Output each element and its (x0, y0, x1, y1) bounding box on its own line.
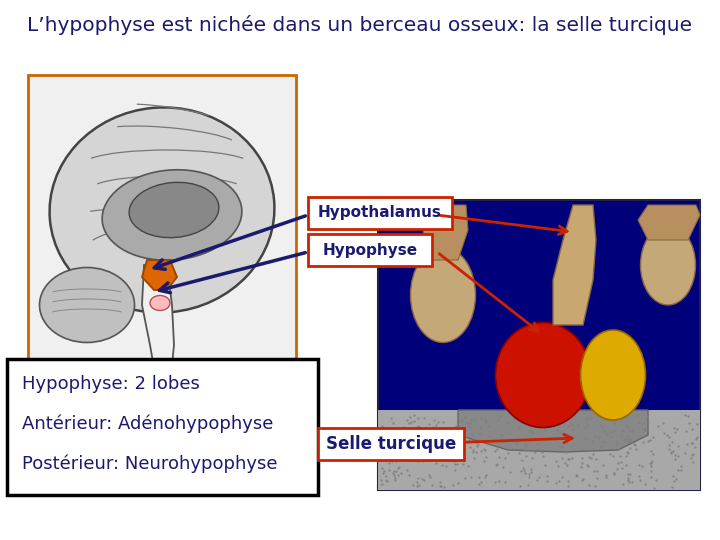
FancyBboxPatch shape (378, 200, 700, 490)
Ellipse shape (495, 322, 590, 428)
Polygon shape (142, 265, 174, 385)
FancyBboxPatch shape (378, 410, 700, 490)
Ellipse shape (580, 330, 646, 420)
Polygon shape (638, 205, 700, 240)
Text: Hypothalamus: Hypothalamus (318, 206, 442, 220)
Text: Antérieur: Adénohypophyse: Antérieur: Adénohypophyse (22, 415, 274, 433)
Text: Hypophyse: 2 lobes: Hypophyse: 2 lobes (22, 375, 200, 393)
Text: Postérieur: Neurohypophyse: Postérieur: Neurohypophyse (22, 455, 277, 473)
Ellipse shape (150, 295, 170, 310)
Ellipse shape (641, 225, 696, 305)
Polygon shape (423, 205, 468, 260)
Text: Hypophyse: Hypophyse (323, 242, 418, 258)
Ellipse shape (410, 247, 475, 342)
Polygon shape (458, 410, 648, 452)
Polygon shape (142, 260, 177, 290)
FancyBboxPatch shape (7, 359, 318, 495)
Ellipse shape (102, 170, 242, 260)
Ellipse shape (129, 183, 219, 238)
Polygon shape (553, 205, 596, 325)
FancyBboxPatch shape (308, 234, 432, 266)
FancyBboxPatch shape (308, 197, 452, 229)
Text: Selle turcique: Selle turcique (326, 435, 456, 453)
Text: L’hypophyse est nichée dans un berceau osseux: la selle turcique: L’hypophyse est nichée dans un berceau o… (27, 15, 693, 35)
FancyBboxPatch shape (28, 75, 296, 430)
FancyBboxPatch shape (318, 428, 464, 460)
Ellipse shape (40, 267, 135, 342)
Ellipse shape (50, 107, 274, 313)
